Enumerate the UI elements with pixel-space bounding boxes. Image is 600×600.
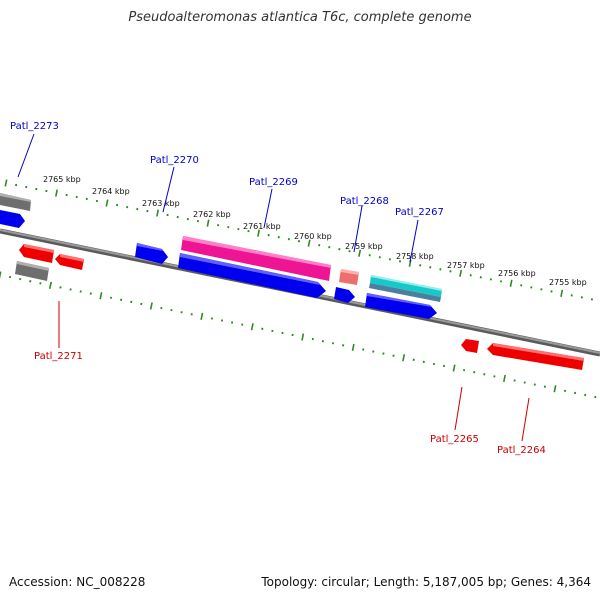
major-tick	[0, 271, 2, 279]
major-tick	[553, 385, 557, 393]
gene-feature-magenta[interactable]	[181, 236, 331, 281]
major-tick	[48, 281, 52, 289]
kbp-label: 2760 kbp	[294, 232, 332, 241]
major-tick	[149, 302, 153, 310]
major-tick	[351, 343, 355, 351]
kbp-label: 2756 kbp	[498, 269, 536, 278]
kbp-label: 2764 kbp	[92, 187, 130, 196]
major-tick	[301, 333, 305, 341]
kbp-label: 2759 kbp	[345, 242, 383, 251]
kbp-labels: 2765 kbp 2764 kbp 2763 kbp 2762 kbp 2761…	[43, 175, 587, 287]
gene-feature-blue[interactable]	[135, 243, 168, 264]
major-tick	[200, 312, 204, 320]
major-tick	[99, 292, 103, 300]
forward-genes	[0, 193, 442, 319]
forward-scale-ticks	[4, 179, 593, 301]
gene-feature-blue[interactable]	[334, 287, 355, 303]
kbp-label: 2765 kbp	[43, 175, 81, 184]
major-tick	[55, 189, 58, 197]
gene-label[interactable]: Patl_2270	[150, 155, 199, 166]
gene-label[interactable]: Patl_2268	[340, 196, 389, 207]
kbp-label: 2762 kbp	[193, 210, 231, 219]
major-tick	[459, 269, 463, 277]
gene-label[interactable]: Patl_2264	[497, 445, 546, 456]
major-tick	[250, 323, 254, 331]
gene-feature-cyan[interactable]	[370, 275, 442, 297]
genome-summary: Topology: circular; Length: 5,187,005 bp…	[261, 575, 591, 589]
gene-label[interactable]: Patl_2267	[395, 207, 444, 218]
kbp-label: 2763 kbp	[142, 199, 180, 208]
major-tick	[4, 179, 8, 187]
reverse-genes	[15, 244, 584, 370]
major-tick	[358, 249, 362, 257]
gene-label[interactable]: Patl_2269	[249, 177, 298, 188]
kbp-label: 2757 kbp	[447, 261, 485, 270]
gene-feature-steel[interactable]	[369, 283, 441, 302]
major-tick	[206, 219, 210, 227]
gene-feature-red[interactable]	[487, 343, 584, 370]
major-tick	[307, 239, 311, 247]
kbp-label: 2758 kbp	[396, 252, 434, 261]
major-tick	[452, 364, 456, 372]
major-tick	[402, 354, 406, 362]
kbp-label: 2761 kbp	[243, 222, 281, 231]
major-tick	[156, 209, 159, 217]
gene-feature-red[interactable]	[461, 339, 479, 353]
major-tick	[503, 374, 506, 383]
gene-label[interactable]: Patl_2265	[430, 434, 479, 445]
gene-label[interactable]: Patl_2273	[10, 121, 59, 132]
reverse-scale-ticks	[0, 271, 597, 399]
gene-label[interactable]: Patl_2271	[34, 351, 83, 362]
gene-labels: Patl_2273 Patl_2270 Patl_2269 Patl_2268 …	[10, 121, 546, 456]
gene-feature-blue[interactable]	[365, 293, 437, 319]
accession-text: Accession: NC_008228	[9, 575, 146, 589]
major-tick	[560, 289, 564, 297]
major-tick	[509, 279, 513, 287]
kbp-label: 2755 kbp	[549, 278, 587, 287]
major-tick	[105, 199, 109, 207]
gene-feature-blue[interactable]	[178, 253, 326, 298]
gene-feature-blue[interactable]	[0, 210, 25, 228]
genome-title: Pseudoalteromonas atlantica T6c, complet…	[128, 10, 472, 25]
major-tick	[257, 229, 260, 237]
leader-lines	[17, 133, 530, 442]
gene-feature-gray[interactable]	[15, 261, 49, 281]
